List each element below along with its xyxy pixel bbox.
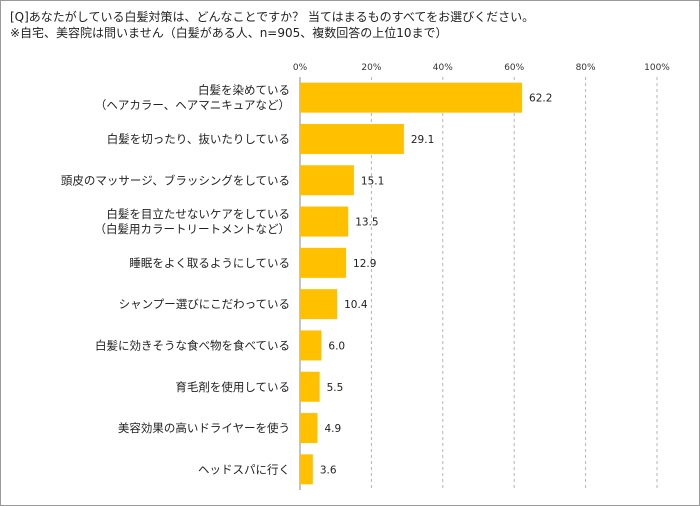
- x-tick-label: 80%: [576, 63, 596, 73]
- x-tick-label: 60%: [504, 63, 524, 73]
- bar: [300, 289, 338, 320]
- category-label: 白髪を切ったり、抜いたりしている: [107, 132, 290, 146]
- value-label: 4.9: [324, 423, 341, 435]
- value-label: 3.6: [320, 464, 337, 476]
- value-label: 13.5: [355, 217, 378, 229]
- x-tick-label: 100%: [644, 63, 670, 73]
- x-tick-label: 20%: [361, 63, 381, 73]
- bar: [300, 165, 354, 196]
- value-label: 29.1: [411, 134, 434, 146]
- bar: [300, 82, 523, 113]
- bar: [300, 371, 320, 402]
- category-label: （白髪用カラートリートメントなど）: [95, 222, 291, 236]
- bar: [300, 206, 349, 237]
- bar: [300, 330, 322, 361]
- value-label: 12.9: [353, 258, 376, 270]
- category-label: 美容効果の高いドライヤーを使う: [118, 421, 290, 435]
- category-label: ヘッドスパに行く: [198, 462, 290, 476]
- category-label: 白髪に効きそうな食べ物を食べている: [95, 338, 290, 352]
- value-label: 62.2: [529, 93, 552, 105]
- title-line-2: ※自宅、美容院は問いません（白髪がある人、n=905、複数回答の上位10まで）: [10, 26, 448, 40]
- value-label: 6.0: [328, 340, 345, 352]
- value-label: 10.4: [344, 299, 368, 311]
- category-label: 白髪を染めている: [198, 83, 290, 97]
- category-label: シャンプー選びにこだわっている: [119, 297, 290, 311]
- category-label: 白髪を目立たせないケアをしている: [106, 207, 290, 221]
- bar: [300, 454, 313, 485]
- bar: [300, 413, 318, 444]
- bar: [300, 123, 404, 154]
- chart-title: [Q]あなたがしている白髪対策は、どんなことですか？ 当てはまるものすべてをお選…: [10, 9, 534, 41]
- value-label: 5.5: [327, 382, 344, 394]
- title-line-1: [Q]あなたがしている白髪対策は、どんなことですか？ 当てはまるものすべてをお選…: [10, 10, 535, 24]
- x-tick-label: 0%: [293, 63, 308, 73]
- category-label: 育毛剤を使用している: [175, 380, 290, 394]
- bar: [300, 247, 347, 278]
- category-label: （ヘアカラー、ヘアマニキュアなど）: [95, 98, 290, 112]
- category-label: 頭皮のマッサージ、ブラッシングをしている: [61, 173, 290, 187]
- x-tick-label: 40%: [433, 63, 453, 73]
- category-label: 睡眠をよく取るようにしている: [129, 256, 290, 270]
- value-label: 15.1: [361, 175, 384, 187]
